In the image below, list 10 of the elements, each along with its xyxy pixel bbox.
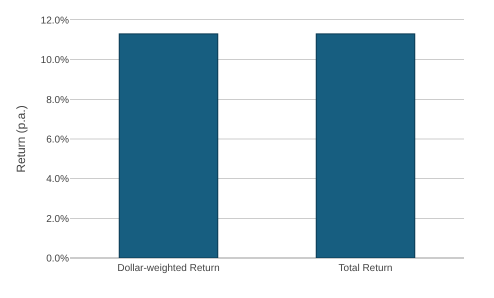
y-tick-label: 4.0% — [46, 174, 70, 186]
y-tick-label: 6.0% — [46, 134, 70, 146]
y-axis-title: Return (p.a.) — [14, 105, 28, 173]
y-tick-label: 12.0% — [40, 16, 70, 26]
y-tick-label: 10.0% — [40, 55, 70, 66]
y-tick-label: 8.0% — [46, 94, 70, 106]
x-tick-label: Total Return — [338, 263, 392, 274]
y-tick-label: 2.0% — [46, 214, 70, 225]
y-tick-label: 0.0% — [46, 254, 70, 264]
x-tick-label: Dollar-weighted Return — [117, 263, 220, 274]
